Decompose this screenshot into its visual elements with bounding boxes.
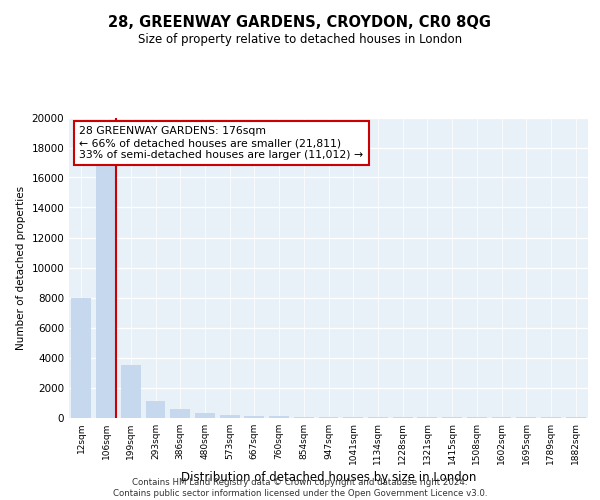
Bar [195,414,215,418]
Bar [269,416,289,418]
Bar [170,409,190,418]
Bar [146,401,166,417]
Bar [121,365,140,418]
Text: 28 GREENWAY GARDENS: 176sqm
← 66% of detached houses are smaller (21,811)
33% of: 28 GREENWAY GARDENS: 176sqm ← 66% of det… [79,126,364,160]
Bar [96,155,116,417]
Text: Size of property relative to detached houses in London: Size of property relative to detached ho… [138,32,462,46]
Bar [220,415,239,418]
Bar [244,416,264,418]
Text: Contains HM Land Registry data © Crown copyright and database right 2024.
Contai: Contains HM Land Registry data © Crown c… [113,478,487,498]
Y-axis label: Number of detached properties: Number of detached properties [16,186,26,350]
Bar [294,416,314,418]
X-axis label: Distribution of detached houses by size in London: Distribution of detached houses by size … [181,472,476,484]
Text: 28, GREENWAY GARDENS, CROYDON, CR0 8QG: 28, GREENWAY GARDENS, CROYDON, CR0 8QG [109,15,491,30]
Bar [319,417,338,418]
Bar [71,298,91,418]
